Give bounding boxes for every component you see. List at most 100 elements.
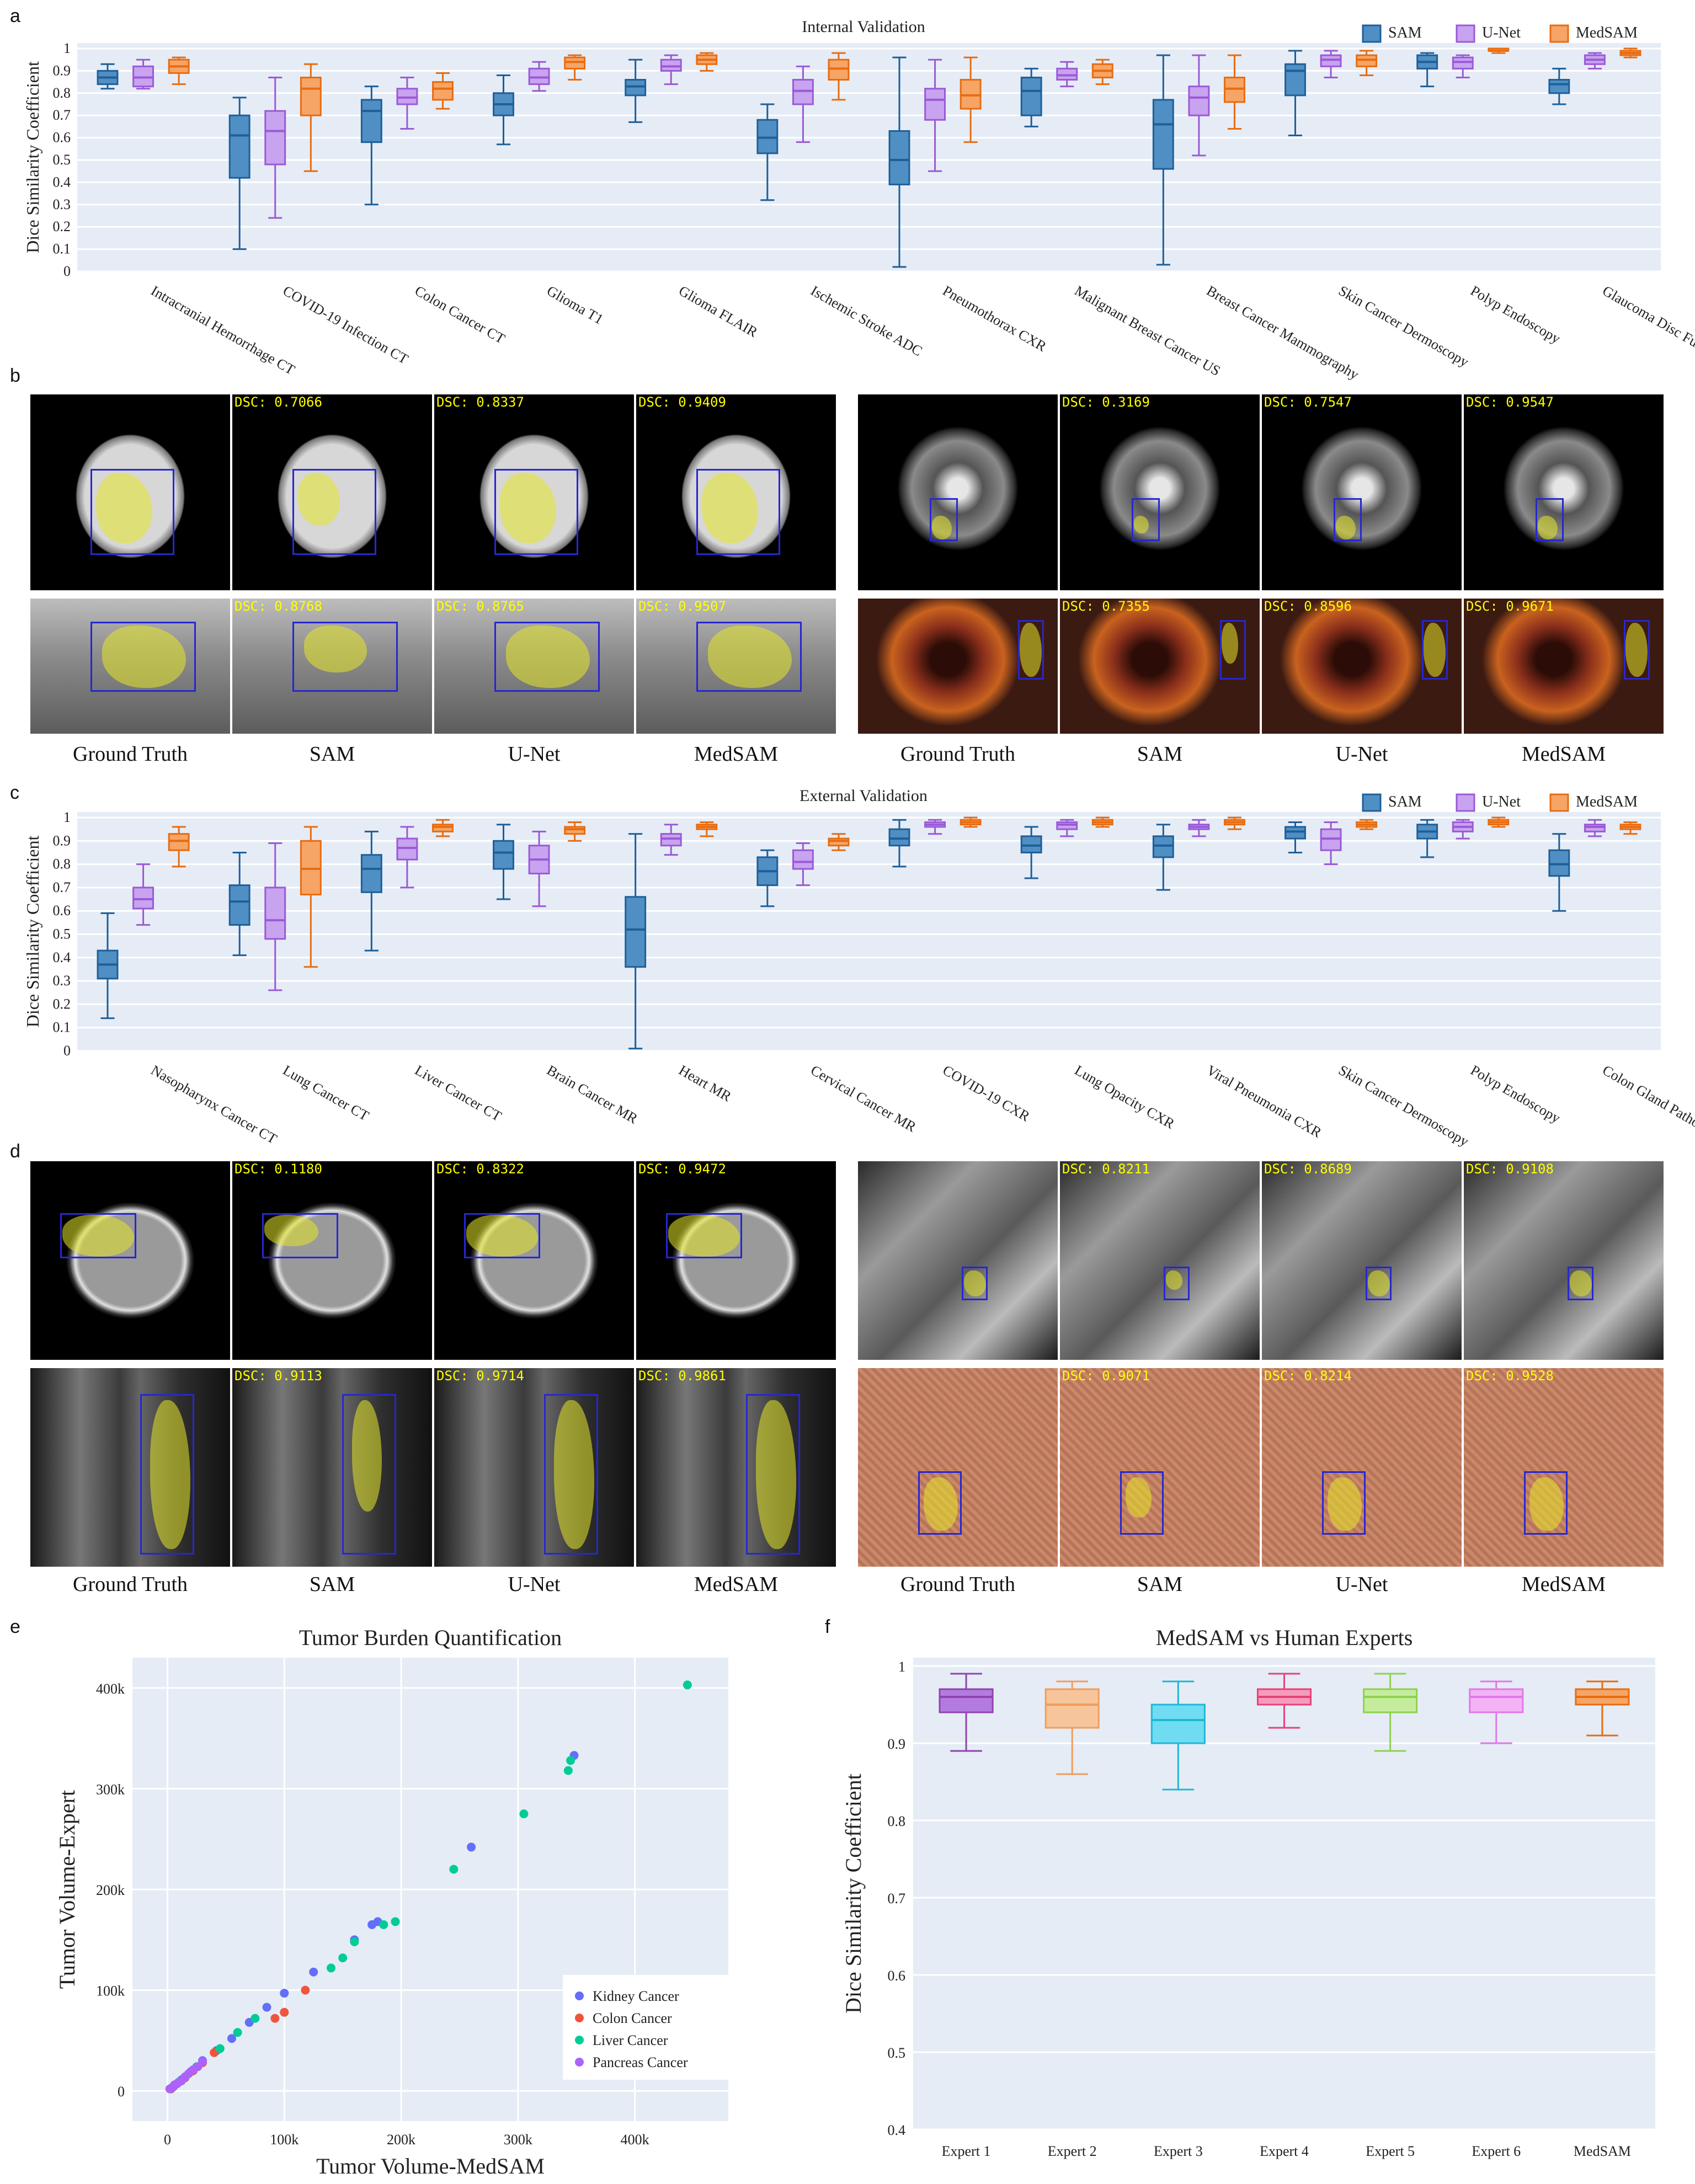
y-axis-label: Dice Similarity Coefficient [841,1774,866,2014]
category-label: Liver Cancer CT [412,1062,504,1124]
tile-caption: Ground Truth [73,743,188,766]
box [1363,1688,1418,1713]
box [1284,63,1306,97]
category-label: COVID-19 CXR [940,1062,1033,1125]
scatter-point [227,2034,236,2043]
category-label: Intracranial Hemorrhage CT [148,282,298,378]
category-label: Skin Cancer Dermoscopy [1336,1062,1472,1150]
y-tick-label: 0.4 [53,949,71,965]
x-tick-label: 400k [621,2132,649,2148]
segmentation-mask [708,626,792,688]
category-label: Colon Gland Pathology [1600,1062,1695,1144]
category-label: Ischemic Stroke ADC [808,282,925,359]
bounding-box [292,468,376,556]
segmentation-mask [62,1215,135,1257]
image-tile [858,1161,1058,1360]
box [924,88,946,121]
plot-area [77,812,1661,1051]
image-tile: DSC: 0.9108 [1464,1161,1664,1360]
category-label: Expert 3 [1154,2143,1203,2159]
box [625,79,647,97]
tile-caption: Ground Truth [73,1573,188,1596]
dsc-score-label: DSC: 0.9547 [1466,394,1554,410]
image-tile: DSC: 0.7355 [1060,599,1260,734]
category-label: Brain Cancer MR [544,1062,641,1127]
box [264,887,286,940]
scatter-point [280,1989,289,1998]
legend-label: U-Net [1482,793,1521,810]
box [564,56,586,70]
segmentation-mask [1335,516,1356,540]
image-tile: DSC: 0.8596 [1262,599,1462,734]
tile-caption: SAM [309,1573,355,1596]
bounding-box [1421,620,1448,680]
legend-label: U-Net [1482,24,1521,41]
image-tile: DSC: 0.8322 [434,1161,634,1360]
segmentation-mask [1328,1477,1362,1531]
segmentation-mask [1222,623,1239,664]
legend-label: SAM [1388,793,1422,810]
category-label: Viral Pneumonia CXR [1204,1062,1325,1141]
image-tile [30,1368,230,1567]
dsc-score-label: DSC: 0.8765 [436,599,524,614]
scatter-point [449,1865,459,1874]
category-label: Expert 1 [942,2143,991,2159]
tile-caption: MedSAM [694,743,779,766]
box [1152,99,1174,170]
dsc-score-label: DSC: 0.9507 [638,599,726,614]
scatter-point [467,1843,476,1852]
image-tile [30,599,230,734]
box [660,833,682,847]
image-tile: DSC: 0.9671 [1464,599,1664,734]
y-tick-label: 100k [96,1983,125,1999]
category-label: Expert 4 [1260,2143,1309,2159]
chart-title: Internal Validation [802,18,925,36]
x-axis-label: Tumor Volume-MedSAM [316,2154,545,2178]
dsc-score-label: DSC: 0.9108 [1466,1161,1554,1177]
scatter-point [250,2014,260,2023]
scatter-point [338,1953,348,1963]
y-tick-label: 0.6 [888,1968,906,1984]
image-grid-b: DSC: 0.7066 DSC: 0.8337 DSC: 0.9409 DSC: 0.… [0,394,1695,770]
y-tick-label: 0.7 [888,1891,906,1907]
category-label: Glaucoma Disc Fundus [1600,282,1695,364]
segmentation-mask [304,626,367,672]
y-tick-label: 0.7 [53,879,71,895]
image-tile: DSC: 0.8337 [434,394,634,590]
bounding-box [342,1393,396,1555]
legend-label: MedSAM [1576,793,1638,810]
y-tick-label: 0.4 [53,174,71,190]
image-tile: DSC: 0.9071 [1060,1368,1260,1567]
category-label: Skin Cancer Dermoscopy [1336,282,1472,370]
legend-swatch [1549,793,1569,812]
box [960,79,982,110]
bounding-box [962,1266,988,1300]
box [828,837,850,847]
segmentation-mask [1367,1270,1390,1296]
segmentation-mask [963,1270,986,1296]
tile-caption: SAM [1137,1573,1183,1596]
box [756,119,779,154]
bounding-box [1568,1266,1594,1300]
box [432,824,454,832]
dsc-score-label: DSC: 0.9113 [234,1368,322,1384]
bounding-box [1334,498,1362,542]
box [132,887,154,910]
y-tick-label: 0.6 [53,130,71,146]
dsc-score-label: DSC: 0.9071 [1062,1368,1150,1384]
tile-caption: Ground Truth [900,743,1015,766]
scatter-point [519,1809,529,1819]
panel-label-f: f [825,1616,830,1637]
x-tick-label: 100k [270,2132,299,2148]
scatter-point [215,2044,225,2053]
box [1188,86,1210,116]
y-tick-label: 0.9 [53,62,71,78]
y-axis-label: Dice Similarity Coefficient [23,836,42,1028]
legend-swatch [1549,24,1569,43]
legend-swatch [1362,24,1382,43]
dsc-score-label: DSC: 0.8768 [234,599,322,614]
image-tile [30,1161,230,1360]
tile-caption: U-Net [508,743,561,766]
y-tick-label: 0.2 [53,218,71,234]
y-tick-label: 0.4 [888,2122,906,2138]
